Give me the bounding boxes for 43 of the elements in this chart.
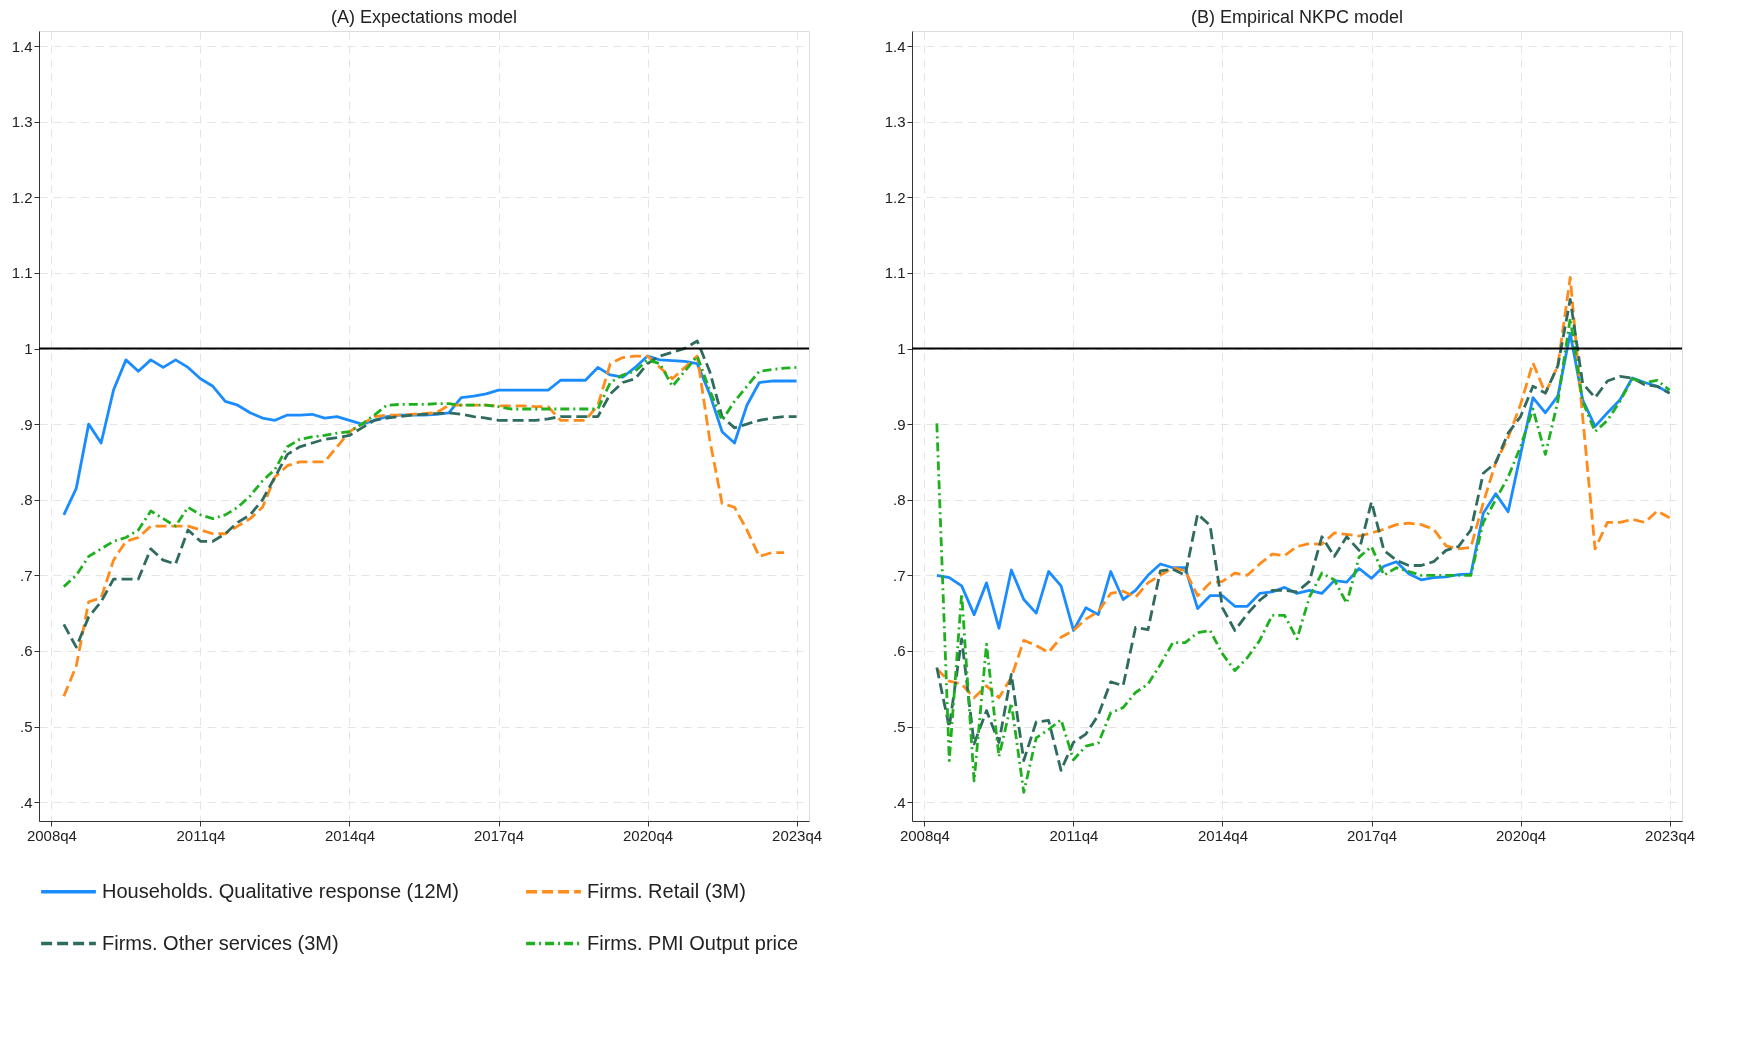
x-tick-label: 2017q4 bbox=[1346, 826, 1398, 844]
y-tick-label: .7 bbox=[19, 566, 33, 584]
y-tick-label: 1.1 bbox=[884, 264, 906, 282]
y-tick-label: .6 bbox=[892, 642, 906, 660]
chart-title: (A) Expectations model bbox=[330, 7, 518, 27]
y-tick-label: .4 bbox=[892, 793, 906, 811]
chart-title: (B) Empirical NKPC model bbox=[1190, 7, 1404, 27]
x-tick-label: 2017q4 bbox=[473, 826, 525, 844]
y-tick-label: 1.4 bbox=[884, 37, 906, 55]
legend-label: Firms. Retail (3M) bbox=[587, 879, 746, 902]
x-tick-label: 2020q4 bbox=[623, 826, 674, 844]
x-tick-label: 2008q4 bbox=[26, 826, 77, 844]
x-tick-label: 2011q4 bbox=[1049, 826, 1099, 844]
legend-label: Households. Qualitative response (12M) bbox=[102, 879, 459, 902]
y-tick-label: .7 bbox=[892, 566, 906, 584]
y-tick-label: 1.1 bbox=[11, 264, 33, 282]
legend-label: Firms. Other services (3M) bbox=[102, 931, 339, 954]
y-tick-label: .8 bbox=[892, 491, 906, 509]
line-series bbox=[62, 354, 786, 698]
line-series bbox=[62, 354, 798, 589]
x-tick-label: 2020q4 bbox=[1496, 826, 1547, 844]
y-tick-label: .5 bbox=[892, 718, 906, 735]
x-tick-label: 2023q4 bbox=[1645, 826, 1696, 844]
y-tick-label: 1 bbox=[897, 340, 906, 358]
y-tick-label: .6 bbox=[19, 642, 33, 660]
y-tick-label: 1.3 bbox=[11, 113, 33, 131]
x-tick-label: 2014q4 bbox=[1197, 826, 1249, 844]
x-tick-label: 2014q4 bbox=[324, 826, 376, 844]
y-tick-label: .9 bbox=[892, 415, 906, 433]
x-tick-label: 2008q4 bbox=[899, 826, 950, 844]
x-tick-label: 2023q4 bbox=[772, 826, 823, 844]
line-series bbox=[62, 339, 798, 649]
y-tick-label: .9 bbox=[19, 415, 33, 433]
x-tick-label: 2011q4 bbox=[176, 826, 226, 844]
y-tick-label: .5 bbox=[19, 718, 33, 735]
legend-label: Firms. PMI Output price bbox=[587, 931, 799, 954]
y-tick-label: 1.3 bbox=[884, 113, 906, 131]
y-tick-label: 1.2 bbox=[11, 188, 33, 206]
y-tick-label: 1.4 bbox=[11, 37, 33, 55]
y-tick-label: 1 bbox=[24, 340, 33, 358]
y-tick-label: 1.2 bbox=[884, 188, 906, 206]
y-tick-label: .8 bbox=[19, 491, 33, 509]
y-tick-label: .4 bbox=[19, 793, 33, 811]
